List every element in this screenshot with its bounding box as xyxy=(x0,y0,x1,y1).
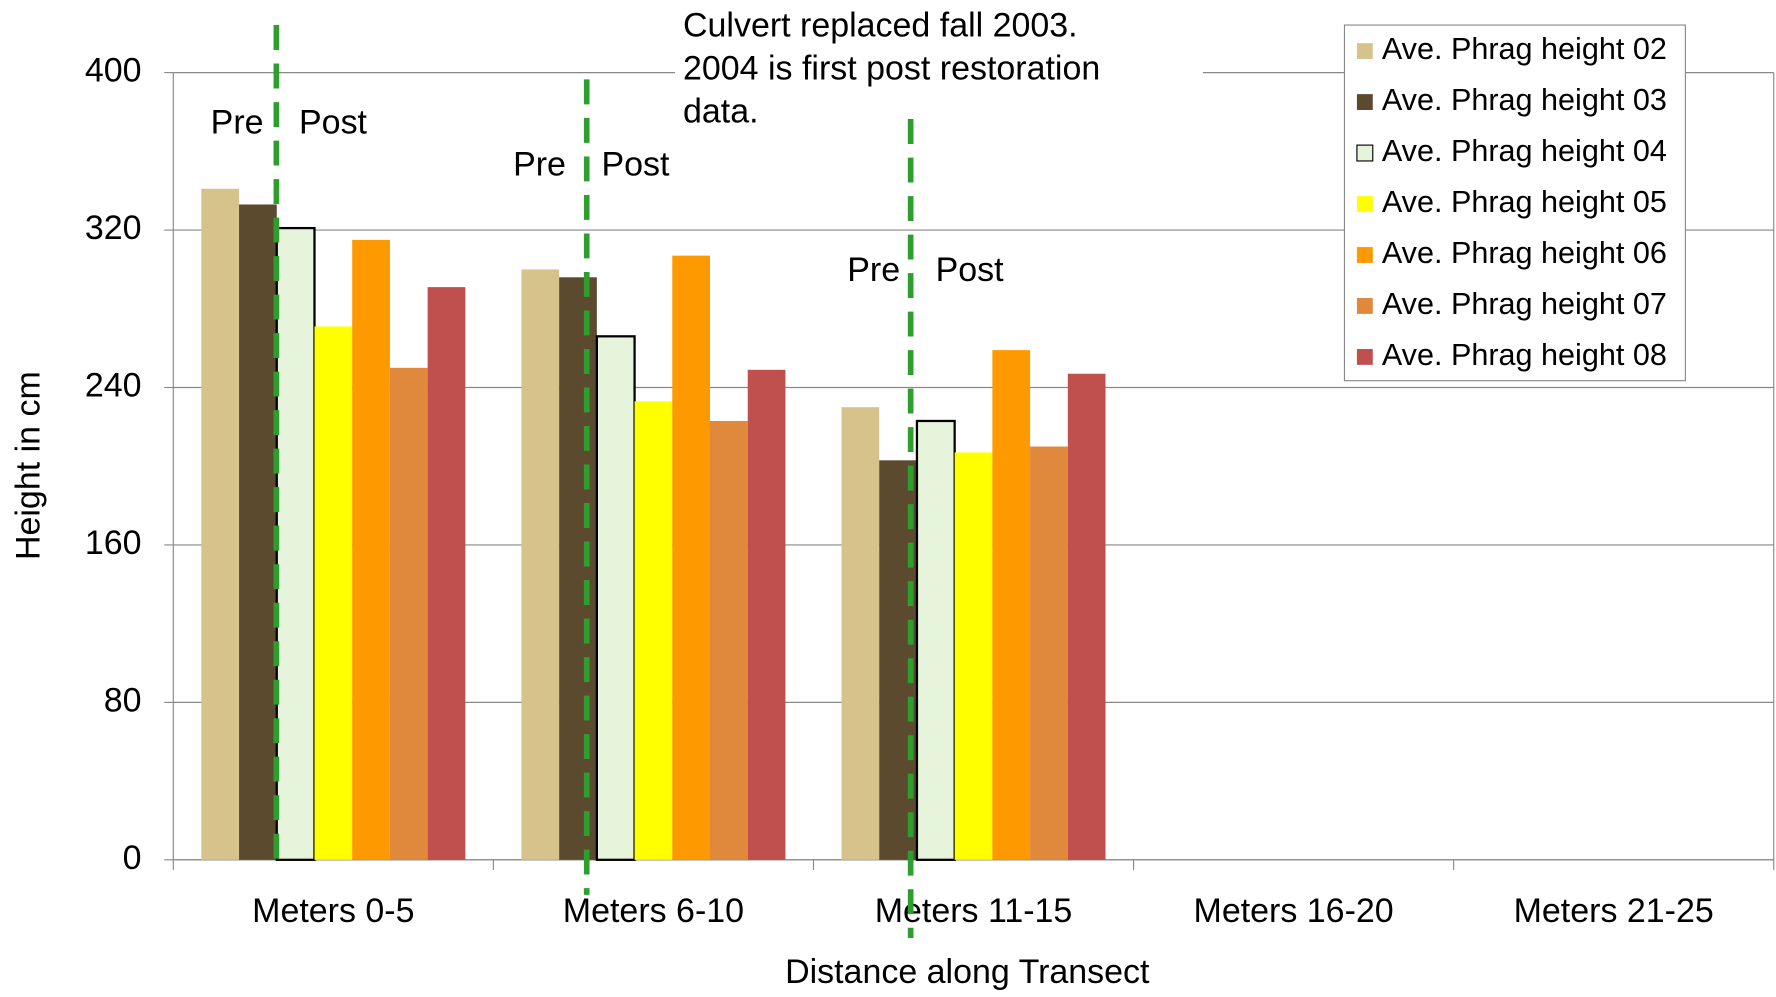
x-tick-label: Meters 6-10 xyxy=(563,892,744,930)
post-label: Post xyxy=(601,146,670,184)
legend-swatch xyxy=(1356,43,1373,60)
x-axis-title: Distance along Transect xyxy=(785,953,1150,991)
x-tick-label: Meters 16-20 xyxy=(1194,892,1394,930)
legend-label: Ave. Phrag height 08 xyxy=(1382,338,1667,372)
y-tick-label: 160 xyxy=(85,524,142,562)
legend-label: Ave. Phrag height 07 xyxy=(1382,287,1667,321)
legend-swatch xyxy=(1356,196,1373,212)
x-tick-label: Meters 0-5 xyxy=(252,892,414,930)
post-label: Post xyxy=(299,104,368,142)
bar xyxy=(710,420,748,860)
y-tick-label: 0 xyxy=(123,839,142,877)
legend-swatch xyxy=(1356,298,1373,314)
bar xyxy=(672,255,711,860)
legend-label: Ave. Phrag height 02 xyxy=(1382,32,1667,66)
bar xyxy=(841,407,880,860)
bar xyxy=(747,369,786,860)
bar xyxy=(239,204,277,860)
legend-label: Ave. Phrag height 06 xyxy=(1382,236,1667,270)
legend-swatch xyxy=(1356,144,1374,162)
legend-label: Ave. Phrag height 05 xyxy=(1382,185,1667,219)
bar xyxy=(634,401,673,860)
bar xyxy=(1067,373,1106,860)
legend-label: Ave. Phrag height 03 xyxy=(1382,83,1667,117)
legend-label: Ave. Phrag height 04 xyxy=(1382,134,1667,168)
bar xyxy=(314,326,353,860)
bar xyxy=(915,419,956,861)
pre-label: Pre xyxy=(513,146,566,184)
pre-label: Pre xyxy=(847,251,900,289)
annotation: Culvert replaced fall 2003. xyxy=(683,6,1078,44)
annotation: data. xyxy=(683,92,759,130)
legend-swatch xyxy=(1356,94,1373,110)
x-tick-label: Meters 11-15 xyxy=(875,892,1073,930)
x-tick-label: Meters 21-25 xyxy=(1514,892,1714,930)
bar xyxy=(201,188,240,860)
y-tick-label: 320 xyxy=(85,209,142,247)
annotation-bg xyxy=(675,2,1203,134)
bar xyxy=(275,226,316,861)
annotation: 2004 is first post restoration xyxy=(683,49,1100,87)
bar xyxy=(1030,446,1068,860)
y-tick-label: 400 xyxy=(85,52,142,90)
pre-label: Pre xyxy=(211,104,264,142)
legend-swatch xyxy=(1356,247,1373,263)
bar xyxy=(559,277,597,860)
y-tick-label: 240 xyxy=(85,366,142,404)
bar xyxy=(595,335,636,861)
bar xyxy=(352,239,390,860)
y-tick-label: 80 xyxy=(104,681,142,719)
bar xyxy=(954,452,993,860)
bar xyxy=(992,350,1031,860)
bar xyxy=(521,269,560,860)
legend-box xyxy=(1343,24,1686,382)
post-label: Post xyxy=(936,251,1005,289)
bar xyxy=(389,367,428,860)
bar xyxy=(427,287,466,860)
y-axis-title: Height in cm xyxy=(10,371,48,560)
legend-swatch xyxy=(1356,348,1373,365)
